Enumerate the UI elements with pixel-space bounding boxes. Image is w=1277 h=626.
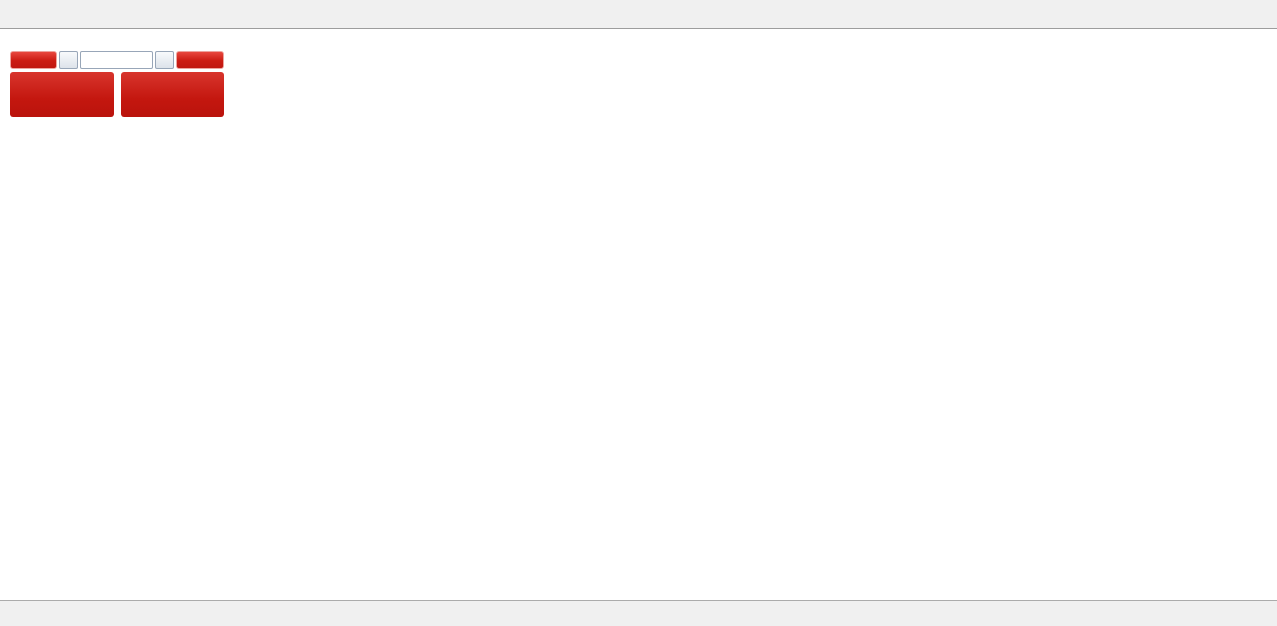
lot-increase-button[interactable] xyxy=(155,51,174,69)
timeframe-toolbar xyxy=(0,0,1277,29)
sell-quote-box[interactable] xyxy=(10,72,114,117)
one-click-trading-panel xyxy=(10,51,224,117)
chart-tabs-bar xyxy=(0,600,1277,626)
sell-button[interactable] xyxy=(10,51,57,69)
buy-quote-box[interactable] xyxy=(120,72,224,117)
buy-button[interactable] xyxy=(176,51,224,69)
lot-decrease-button[interactable] xyxy=(59,51,78,69)
lot-size-input[interactable] xyxy=(80,51,153,69)
